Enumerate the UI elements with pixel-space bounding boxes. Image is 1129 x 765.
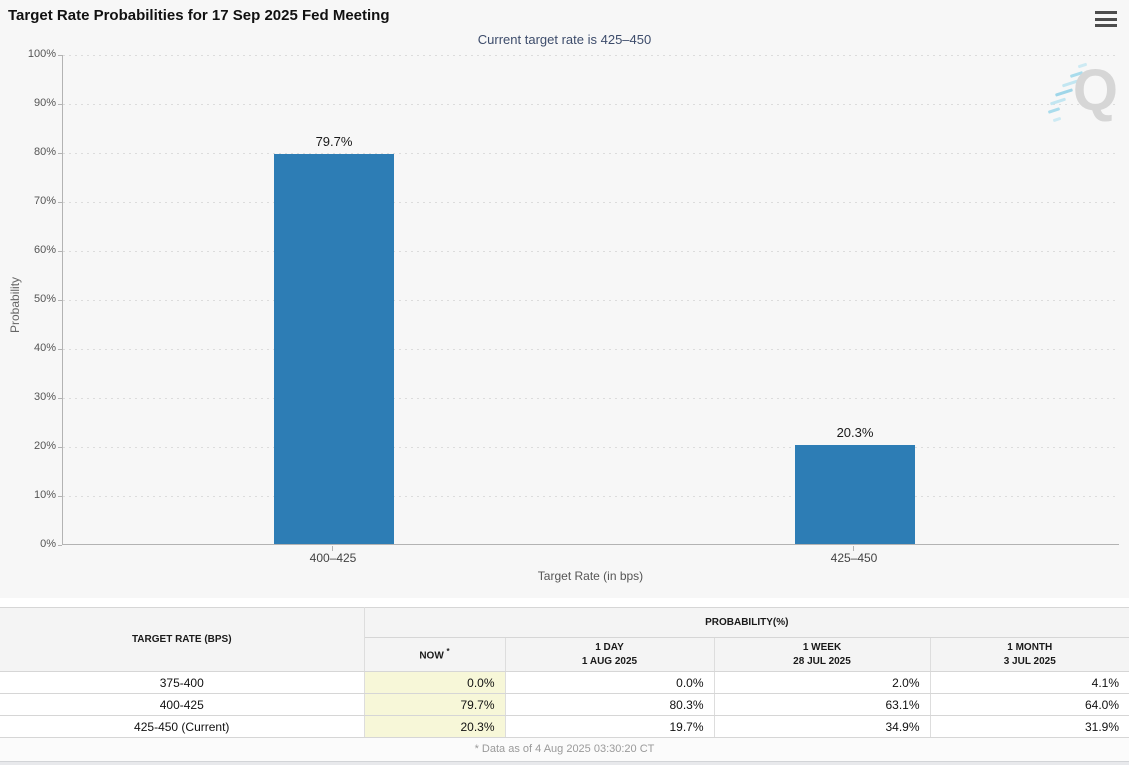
menu-bar xyxy=(1095,17,1117,21)
y-tick-mark xyxy=(58,104,62,105)
y-tick-mark xyxy=(58,398,62,399)
y-tick-mark xyxy=(58,447,62,448)
y-tick-label: 0% xyxy=(40,538,56,550)
logo-dash xyxy=(1054,88,1074,97)
y-tick-label: 40% xyxy=(33,342,56,354)
probability-table: TARGET RATE (BPS) PROBABILITY(%) NOW * 1… xyxy=(0,607,1129,738)
y-tick-label: 20% xyxy=(33,440,56,452)
page-title: Target Rate Probabilities for 17 Sep 202… xyxy=(8,7,390,24)
gridline xyxy=(63,202,1119,203)
menu-bar xyxy=(1095,11,1117,15)
y-tick-label: 50% xyxy=(33,293,56,305)
col-header-target-rate: TARGET RATE (BPS) xyxy=(0,607,365,672)
now-probability-cell: 0.0% xyxy=(364,671,506,694)
gridline xyxy=(63,251,1119,252)
bar-column-400-425: 79.7% xyxy=(274,54,394,544)
bar-425-450[interactable] xyxy=(795,444,915,544)
y-tick-mark xyxy=(58,300,62,301)
y-tick-label: 60% xyxy=(33,244,56,256)
gridline xyxy=(63,55,1119,56)
rate-range-cell: 425-450 (Current) xyxy=(0,715,365,738)
week-probability-cell: 34.9% xyxy=(714,715,931,738)
month-probability-cell: 31.9% xyxy=(930,715,1129,738)
y-tick-label: 80% xyxy=(33,146,56,158)
horizontal-scrollbar[interactable] xyxy=(0,761,1129,765)
logo-dash xyxy=(1049,97,1067,106)
rate-range-cell: 375-400 xyxy=(0,671,365,694)
now-probability-cell: 20.3% xyxy=(364,715,506,738)
col-label: 1 MONTH xyxy=(1007,642,1053,653)
quikstrike-logo: Q xyxy=(1047,58,1118,132)
logo-dash xyxy=(1052,116,1062,123)
col-header-1week: 1 WEEK 28 JUL 2025 xyxy=(714,637,931,672)
y-tick-mark xyxy=(58,55,62,56)
q-letter: Q xyxy=(1072,58,1118,123)
chart-subtitle: Current target rate is 425–450 xyxy=(477,32,652,47)
gridline xyxy=(63,349,1119,350)
day-probability-cell: 19.7% xyxy=(505,715,715,738)
x-tick-mark xyxy=(853,546,854,551)
y-tick-label: 10% xyxy=(33,489,56,501)
col-header-1month: 1 MONTH 3 JUL 2025 xyxy=(930,637,1129,672)
y-tick-mark xyxy=(58,251,62,252)
day-probability-cell: 0.0% xyxy=(505,671,715,694)
data-asof-footnote: * Data as of 4 Aug 2025 03:30:20 CT xyxy=(0,738,1129,761)
y-tick-label: 100% xyxy=(27,48,56,60)
col-date: 28 JUL 2025 xyxy=(793,655,851,667)
y-tick-label: 30% xyxy=(33,391,56,403)
gridline xyxy=(63,447,1119,448)
week-probability-cell: 2.0% xyxy=(714,671,931,694)
x-axis-title: Target Rate (in bps) xyxy=(537,569,644,583)
y-tick-mark xyxy=(58,349,62,350)
x-category-label: 425–450 xyxy=(830,551,878,565)
now-label: NOW xyxy=(419,649,444,661)
gridline xyxy=(63,153,1119,154)
bar-400-425[interactable] xyxy=(274,153,394,544)
table-row-425-450-current: 425-450 (Current) 20.3% 19.7% 34.9% 31.9… xyxy=(0,715,1129,738)
y-tick-mark xyxy=(58,496,62,497)
plot-area: 79.7% 20.3% xyxy=(62,55,1119,545)
day-probability-cell: 80.3% xyxy=(505,693,715,716)
gridline xyxy=(63,398,1119,399)
y-tick-mark xyxy=(58,545,62,546)
table-row-400-425: 400-425 79.7% 80.3% 63.1% 64.0% xyxy=(0,693,1129,716)
col-header-now: NOW * xyxy=(364,637,506,672)
table-row-375-400: 375-400 0.0% 0.0% 2.0% 4.1% xyxy=(0,671,1129,694)
gridline xyxy=(63,300,1119,301)
rate-range-cell: 400-425 xyxy=(0,693,365,716)
y-tick-label: 90% xyxy=(33,97,56,109)
gridline xyxy=(63,104,1119,105)
col-date: 1 AUG 2025 xyxy=(581,655,638,667)
menu-bar xyxy=(1095,24,1117,28)
col-header-1day: 1 DAY 1 AUG 2025 xyxy=(505,637,715,672)
y-axis-title: Probability xyxy=(8,276,22,334)
probability-table-section: TARGET RATE (BPS) PROBABILITY(%) NOW * 1… xyxy=(0,607,1129,765)
y-tick-mark xyxy=(58,153,62,154)
month-probability-cell: 4.1% xyxy=(930,671,1129,694)
logo-dash xyxy=(1047,107,1061,114)
x-tick-mark xyxy=(332,546,333,551)
col-label: 1 WEEK xyxy=(802,642,842,653)
col-date: 3 JUL 2025 xyxy=(1003,655,1056,667)
gridline xyxy=(63,496,1119,497)
y-tick-mark xyxy=(58,202,62,203)
col-header-probability: PROBABILITY(%) xyxy=(364,607,1129,638)
now-asterisk: * xyxy=(446,646,450,656)
y-tick-label: 70% xyxy=(33,195,56,207)
hamburger-menu-icon[interactable] xyxy=(1095,11,1117,28)
col-label: 1 DAY xyxy=(595,642,624,653)
month-probability-cell: 64.0% xyxy=(930,693,1129,716)
bar-column-425-450: 20.3% xyxy=(795,54,915,544)
x-category-label: 400–425 xyxy=(309,551,357,565)
bar-value-label: 20.3% xyxy=(836,424,874,440)
bar-value-label: 79.7% xyxy=(315,133,353,149)
probability-chart: Target Rate Probabilities for 17 Sep 202… xyxy=(8,7,1119,583)
week-probability-cell: 63.1% xyxy=(714,693,931,716)
now-probability-cell: 79.7% xyxy=(364,693,506,716)
